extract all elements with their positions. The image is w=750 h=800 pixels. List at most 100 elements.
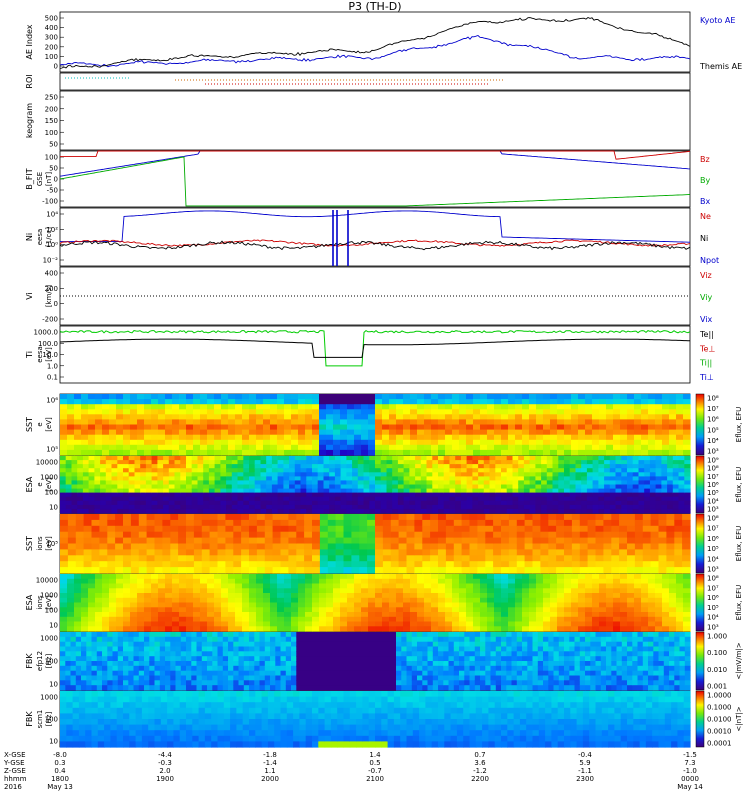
bfit-by bbox=[59, 156, 691, 207]
cbar-tick-esa_i-2: 10⁶ bbox=[707, 594, 719, 602]
panel-frame-keogram bbox=[59, 90, 691, 151]
panel-frame-ae bbox=[59, 11, 691, 73]
ytick-ti-3: 1.0 bbox=[47, 362, 58, 370]
colorbar-esa_e bbox=[695, 455, 705, 514]
xaxis-x-6: -1.5 bbox=[683, 751, 697, 759]
ytick-fbk_b-0: 1000 bbox=[40, 694, 58, 702]
colorbar-esa_i bbox=[695, 573, 705, 632]
legend-vi-1: Viy bbox=[700, 293, 713, 302]
xaxis-y-2: -1.4 bbox=[263, 759, 277, 767]
ytick-vi-3: -200 bbox=[42, 316, 58, 324]
ytick-ti-1: 100.0 bbox=[38, 340, 58, 348]
xaxis-z-1: 2.0 bbox=[159, 767, 170, 775]
ylabel-esa_i: ESA bbox=[25, 594, 34, 610]
ysub-fbk_e: efp12 bbox=[36, 651, 44, 671]
xaxis-x-0: -8.0 bbox=[53, 751, 67, 759]
legend-ti-2: Ti|| bbox=[699, 359, 712, 368]
xaxis-y-4: 3.6 bbox=[474, 759, 486, 767]
legend-vi-2: Vix bbox=[700, 315, 713, 324]
ytick-ae-5: 0 bbox=[54, 63, 58, 71]
colorbar-sst_e bbox=[695, 393, 705, 456]
cbar-tick-sst_i-1: 10⁷ bbox=[707, 525, 719, 533]
ysub-bfit: GSE bbox=[36, 172, 44, 186]
cbar-tick-sst_i-3: 10⁵ bbox=[707, 545, 719, 553]
ytick-esa_e-1: 1000 bbox=[40, 474, 58, 482]
ylabel-fbk_e: FBK bbox=[25, 653, 34, 669]
cbar-tick-sst_i-5: 10³ bbox=[707, 566, 719, 574]
ylabel-ae: AE Index bbox=[25, 24, 34, 59]
ytick-keogram-2: 150 bbox=[45, 117, 58, 125]
ytick-esa_i-1: 1000 bbox=[40, 592, 58, 600]
bfit-bx bbox=[59, 150, 691, 177]
ytick-esa_i-0: 10000 bbox=[36, 577, 58, 585]
cbar-tick-fbk_b-2: 0.0100 bbox=[707, 716, 732, 724]
yunit-sst_i: [eV] bbox=[45, 536, 53, 551]
ysub-ni: eesa bbox=[36, 229, 44, 246]
xaxis-y-6: 7.3 bbox=[684, 759, 695, 767]
spectrogram-esa_i bbox=[60, 574, 691, 632]
xaxis-d-6: May 14 bbox=[677, 783, 703, 791]
ytick-bfit-0: 100 bbox=[45, 154, 58, 162]
ylabel-sst_e: SST bbox=[25, 417, 34, 432]
cbar-tick-sst_e-5: 10³ bbox=[707, 448, 719, 456]
plot-title: P3 (TH-D) bbox=[348, 0, 402, 13]
ytick-fbk_b-2: 10 bbox=[49, 738, 58, 746]
cbar-tick-esa_e-0: 10⁹ bbox=[707, 457, 719, 465]
cbar-label-fbk_e: <|mV/m|> bbox=[735, 642, 743, 679]
cbar-label-fbk_b: <|nT|> bbox=[735, 706, 743, 731]
panel-frame-ni bbox=[59, 207, 691, 267]
ytick-vi-0: 400 bbox=[45, 270, 58, 278]
xaxis-z-0: 0.4 bbox=[54, 767, 66, 775]
panel-frame-ti bbox=[59, 325, 691, 384]
ti-tepar bbox=[59, 338, 691, 358]
xaxis-x-5: -0.4 bbox=[578, 751, 592, 759]
yunit-esa_i: [eV] bbox=[45, 595, 53, 610]
xaxis-z-3: -0.7 bbox=[368, 767, 382, 775]
xaxis-t-4: 2200 bbox=[471, 775, 489, 783]
ytick-bfit-1: 50 bbox=[49, 165, 58, 173]
ytick-ae-2: 300 bbox=[45, 34, 58, 42]
ytick-ae-0: 500 bbox=[45, 15, 58, 23]
xaxis-rowlabel-2: Z-GSE bbox=[4, 767, 26, 775]
colorbar-fbk_e bbox=[695, 631, 705, 691]
cbar-tick-esa_e-3: 10⁶ bbox=[707, 481, 719, 489]
legend-ni-2: Npot bbox=[700, 256, 719, 265]
xaxis-t-5: 2300 bbox=[576, 775, 594, 783]
ytick-ni-3: 10⁻² bbox=[43, 257, 59, 265]
cbar-tick-sst_e-0: 10⁸ bbox=[707, 395, 719, 403]
cbar-tick-sst_e-3: 10⁵ bbox=[707, 426, 719, 434]
ytick-fbk_e-1: 100 bbox=[45, 658, 58, 666]
ytick-keogram-4: 50 bbox=[49, 141, 58, 149]
ylabel-ni: Ni bbox=[25, 233, 34, 241]
cbar-tick-fbk_e-3: 0.001 bbox=[707, 683, 727, 691]
legend-ni-1: Ni bbox=[700, 234, 708, 243]
xaxis-y-1: -0.3 bbox=[158, 759, 172, 767]
ytick-esa_i-2: 100 bbox=[45, 607, 58, 615]
cbar-tick-sst_i-2: 10⁶ bbox=[707, 535, 719, 543]
ytick-bfit-3: -50 bbox=[47, 187, 58, 195]
ytick-fbk_e-2: 10 bbox=[49, 681, 58, 689]
ytick-esa_e-2: 100 bbox=[45, 489, 58, 497]
spectrogram-sst_e bbox=[60, 394, 691, 456]
cbar-tick-esa_i-5: 10³ bbox=[707, 624, 719, 632]
panel-frame-roi bbox=[59, 72, 691, 91]
ylabel-vi: Vi bbox=[25, 292, 34, 300]
ae-series-0 bbox=[59, 34, 691, 68]
yunit-bfit: [nT] bbox=[45, 172, 53, 186]
yunit-ni: [1/cc] bbox=[45, 227, 53, 247]
spectrogram-fbk_b bbox=[60, 691, 691, 748]
ytick-esa_e-3: 10 bbox=[49, 504, 58, 512]
legend-bfit-2: Bx bbox=[700, 197, 710, 206]
xaxis-t-6: 0000 bbox=[681, 775, 699, 783]
ti-tipar bbox=[59, 329, 691, 367]
cbar-label-esa_e: Eflux, EFU bbox=[735, 467, 743, 502]
cbar-label-esa_i: Eflux, EFU bbox=[735, 585, 743, 620]
ytick-ae-3: 200 bbox=[45, 43, 58, 51]
yunit-ti: [eV] bbox=[45, 347, 53, 362]
ylabel-esa_e: ESA bbox=[25, 476, 34, 492]
cbar-tick-sst_e-2: 10⁶ bbox=[707, 416, 719, 424]
ytick-ni-2: 10⁰ bbox=[46, 241, 58, 249]
legend-bfit-0: Bz bbox=[700, 155, 710, 164]
ysub-sst_i: ions bbox=[36, 536, 44, 551]
ytick-bfit-2: 0 bbox=[54, 176, 58, 184]
